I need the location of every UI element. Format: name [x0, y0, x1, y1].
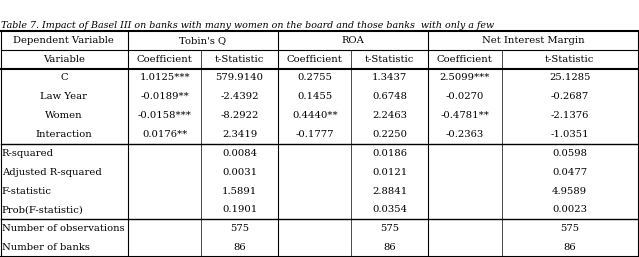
Text: 0.2755: 0.2755	[297, 74, 332, 82]
Text: -1.0351: -1.0351	[550, 130, 589, 139]
Text: 1.0125***: 1.0125***	[139, 74, 190, 82]
Text: -0.4781**: -0.4781**	[440, 111, 489, 120]
Text: Dependent Variable: Dependent Variable	[13, 36, 114, 45]
Text: ROA: ROA	[342, 36, 364, 45]
Text: 0.1901: 0.1901	[222, 205, 258, 214]
Text: 0.0598: 0.0598	[552, 149, 587, 158]
Text: Net Interest Margin: Net Interest Margin	[482, 36, 584, 45]
Text: Number of observations: Number of observations	[2, 224, 125, 233]
Text: 86: 86	[564, 243, 576, 252]
Text: 0.0031: 0.0031	[222, 168, 257, 177]
Text: 575: 575	[380, 224, 399, 233]
Text: Variable: Variable	[43, 54, 85, 64]
Text: -0.2363: -0.2363	[446, 130, 484, 139]
Text: 575: 575	[230, 224, 249, 233]
Text: Women: Women	[45, 111, 82, 120]
Text: 0.0186: 0.0186	[373, 149, 407, 158]
Text: -2.4392: -2.4392	[220, 92, 259, 101]
Text: 0.1455: 0.1455	[297, 92, 332, 101]
Text: t-Statistic: t-Statistic	[215, 54, 265, 64]
Text: 0.0176**: 0.0176**	[142, 130, 187, 139]
Text: Coefficient: Coefficient	[137, 54, 192, 64]
Text: 1.3437: 1.3437	[372, 74, 408, 82]
Text: 575: 575	[560, 224, 579, 233]
Text: 0.0023: 0.0023	[552, 205, 587, 214]
Text: 2.3419: 2.3419	[222, 130, 258, 139]
Text: 2.2463: 2.2463	[373, 111, 407, 120]
Text: Coefficient: Coefficient	[437, 54, 493, 64]
Text: 2.5099***: 2.5099***	[440, 74, 490, 82]
Text: Adjusted R-squared: Adjusted R-squared	[2, 168, 102, 177]
Text: -2.1376: -2.1376	[550, 111, 589, 120]
Text: F-statistic: F-statistic	[2, 187, 52, 196]
Text: t-Statistic: t-Statistic	[545, 54, 594, 64]
Text: Number of banks: Number of banks	[2, 243, 90, 252]
Text: -0.1777: -0.1777	[295, 130, 334, 139]
Text: -0.2687: -0.2687	[551, 92, 589, 101]
Text: -8.2922: -8.2922	[220, 111, 259, 120]
Text: -0.0189**: -0.0189**	[140, 92, 189, 101]
Text: 0.0084: 0.0084	[222, 149, 257, 158]
Text: Prob(F-statistic): Prob(F-statistic)	[2, 205, 84, 214]
Text: 579.9140: 579.9140	[215, 74, 264, 82]
Text: Tobin's Q: Tobin's Q	[180, 36, 226, 45]
Text: 0.0477: 0.0477	[552, 168, 587, 177]
Text: 0.4440**: 0.4440**	[292, 111, 337, 120]
Text: -0.0270: -0.0270	[445, 92, 484, 101]
Text: 86: 86	[233, 243, 246, 252]
Text: 2.8841: 2.8841	[372, 187, 408, 196]
Text: 0.0354: 0.0354	[373, 205, 407, 214]
Text: 86: 86	[383, 243, 396, 252]
Text: Law Year: Law Year	[40, 92, 88, 101]
Text: 0.0121: 0.0121	[372, 168, 408, 177]
Text: 0.6748: 0.6748	[373, 92, 407, 101]
Text: R-squared: R-squared	[2, 149, 54, 158]
Text: Table 7. Impact of Basel III on banks with many women on the board and those ban: Table 7. Impact of Basel III on banks wi…	[1, 21, 494, 30]
Text: 4.9589: 4.9589	[552, 187, 587, 196]
Text: t-Statistic: t-Statistic	[365, 54, 415, 64]
Text: C: C	[60, 74, 68, 82]
Text: 25.1285: 25.1285	[549, 74, 590, 82]
Text: 0.2250: 0.2250	[373, 130, 407, 139]
Text: Interaction: Interaction	[36, 130, 92, 139]
Text: Coefficient: Coefficient	[287, 54, 343, 64]
Text: -0.0158***: -0.0158***	[137, 111, 192, 120]
Text: 1.5891: 1.5891	[222, 187, 258, 196]
